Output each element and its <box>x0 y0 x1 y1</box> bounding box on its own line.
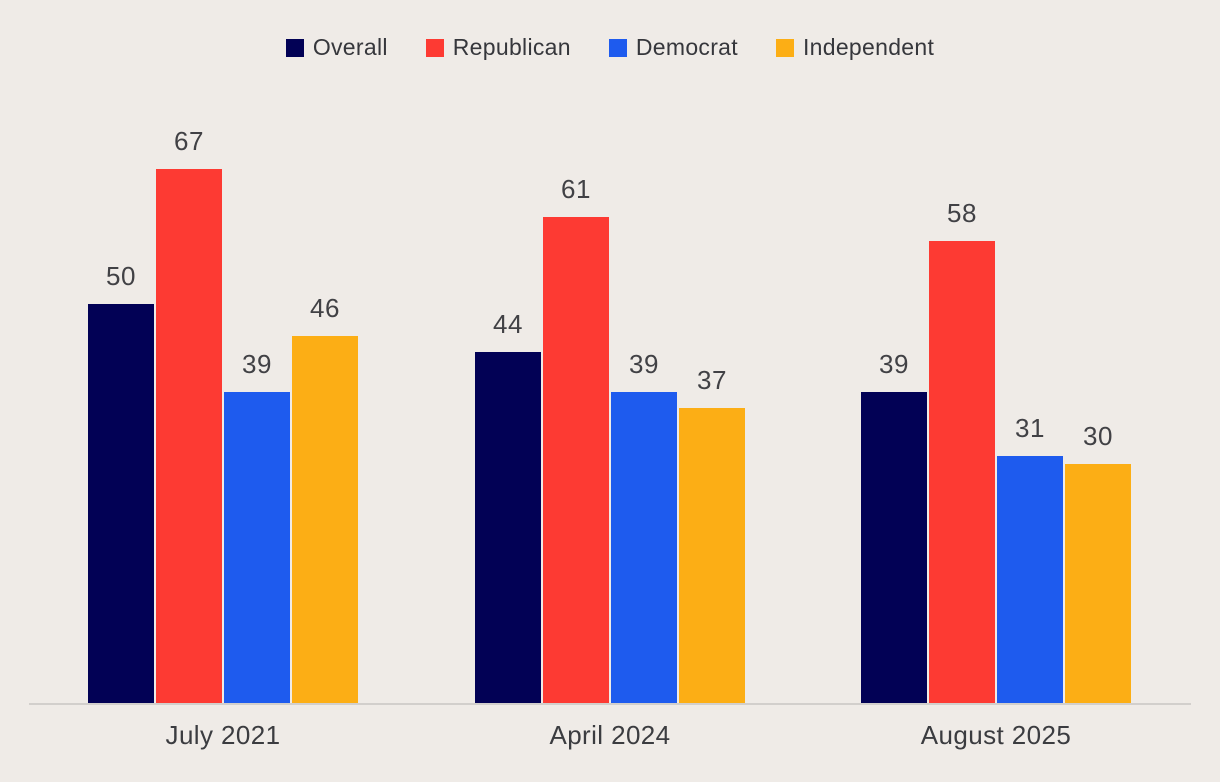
value-label-overall-april-2024: 44 <box>493 309 523 339</box>
legend-item-independent: Independent <box>775 34 935 61</box>
value-label-independent-july-2021: 46 <box>310 293 340 323</box>
value-label-independent-august-2025: 30 <box>1083 421 1113 451</box>
legend-label: Independent <box>802 34 935 60</box>
legend-swatch-icon <box>285 38 304 57</box>
bar-democrat-august-2025 <box>997 456 1063 703</box>
x-axis-label-april-2024: April 2024 <box>549 720 671 750</box>
value-label-democrat-april-2024: 39 <box>629 349 659 379</box>
bar-independent-august-2025 <box>1065 464 1131 703</box>
legend-item-democrat: Democrat <box>608 34 738 61</box>
bar-democrat-april-2024 <box>611 392 677 703</box>
value-label-overall-august-2025: 39 <box>879 349 909 379</box>
value-label-democrat-july-2021: 39 <box>242 349 272 379</box>
legend-swatch-icon <box>608 38 627 57</box>
legend-label: Democrat <box>635 34 738 60</box>
value-label-republican-july-2021: 67 <box>174 126 204 156</box>
bar-republican-april-2024 <box>543 217 609 703</box>
bar-republican-july-2021 <box>156 169 222 703</box>
bar-independent-july-2021 <box>292 336 358 703</box>
x-axis-line <box>29 703 1191 705</box>
x-axis-label-july-2021: July 2021 <box>165 720 281 750</box>
x-axis-label-august-2025: August 2025 <box>920 720 1072 750</box>
legend-item-republican: Republican <box>425 34 571 61</box>
value-label-democrat-august-2025: 31 <box>1015 413 1045 443</box>
bar-overall-august-2025 <box>861 392 927 703</box>
legend-label: Overall <box>312 34 388 60</box>
value-label-republican-april-2024: 61 <box>561 174 591 204</box>
bar-independent-april-2024 <box>679 408 745 703</box>
legend: Overall Republican Democrat Independent <box>0 34 1220 61</box>
bar-overall-july-2021 <box>88 304 154 703</box>
value-label-overall-july-2021: 50 <box>106 261 136 291</box>
legend-item-overall: Overall <box>285 34 388 61</box>
bar-overall-april-2024 <box>475 352 541 703</box>
value-label-independent-april-2024: 37 <box>697 365 727 395</box>
bar-democrat-july-2021 <box>224 392 290 703</box>
bar-republican-august-2025 <box>929 241 995 703</box>
legend-swatch-icon <box>425 38 444 57</box>
legend-swatch-icon <box>775 38 794 57</box>
legend-label: Republican <box>452 34 571 60</box>
value-label-republican-august-2025: 58 <box>947 198 977 228</box>
